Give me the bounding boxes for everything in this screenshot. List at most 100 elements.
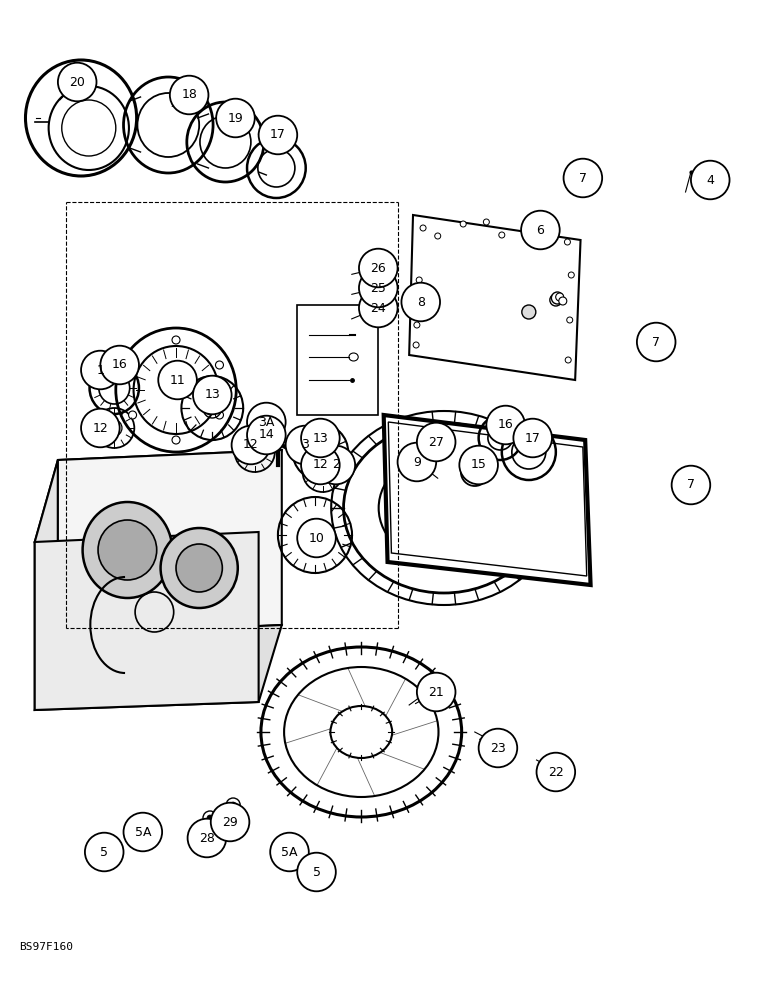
Circle shape [513, 419, 552, 457]
Circle shape [483, 219, 489, 225]
Text: 14: 14 [259, 428, 274, 442]
Text: 28: 28 [199, 832, 215, 844]
Circle shape [533, 229, 540, 235]
Circle shape [459, 446, 498, 484]
Text: 24: 24 [371, 302, 386, 314]
Polygon shape [35, 460, 58, 710]
Circle shape [359, 249, 398, 287]
Text: 12: 12 [313, 458, 328, 472]
Ellipse shape [98, 520, 157, 580]
Ellipse shape [176, 544, 222, 592]
Circle shape [232, 426, 270, 464]
Text: 13: 13 [313, 432, 328, 444]
Text: 26: 26 [371, 261, 386, 274]
Text: 21: 21 [428, 686, 444, 698]
Text: 5A: 5A [281, 846, 298, 858]
Circle shape [317, 446, 355, 484]
Circle shape [565, 357, 571, 363]
Text: 10: 10 [309, 532, 324, 544]
Circle shape [286, 426, 324, 464]
Circle shape [564, 159, 602, 197]
Circle shape [417, 673, 455, 711]
Circle shape [568, 272, 574, 278]
Circle shape [691, 161, 730, 199]
Polygon shape [58, 450, 282, 635]
Text: BS97F160: BS97F160 [19, 942, 73, 952]
Text: 6: 6 [537, 224, 544, 236]
Text: 17: 17 [525, 432, 540, 444]
Circle shape [564, 239, 571, 245]
Circle shape [81, 409, 120, 447]
Text: 12: 12 [93, 422, 108, 434]
Bar [297, 305, 378, 415]
Text: 5: 5 [100, 846, 108, 858]
Ellipse shape [83, 502, 172, 598]
Circle shape [230, 802, 236, 808]
Text: 7: 7 [652, 336, 660, 349]
Circle shape [559, 297, 567, 305]
Text: 16: 16 [498, 418, 513, 432]
Text: 7: 7 [579, 172, 587, 184]
Circle shape [124, 813, 162, 851]
Circle shape [401, 283, 440, 321]
Circle shape [637, 323, 676, 361]
Circle shape [259, 116, 297, 154]
Circle shape [129, 411, 137, 419]
Polygon shape [409, 215, 581, 380]
Circle shape [270, 833, 309, 871]
Circle shape [672, 466, 710, 504]
Circle shape [170, 76, 208, 114]
Circle shape [359, 289, 398, 327]
Polygon shape [35, 532, 259, 710]
Text: 4: 4 [706, 174, 714, 186]
Polygon shape [35, 625, 282, 710]
Polygon shape [384, 415, 591, 585]
Circle shape [567, 317, 573, 323]
Circle shape [211, 803, 249, 841]
Text: 5: 5 [313, 865, 320, 879]
Text: 3: 3 [301, 438, 309, 452]
Text: 8: 8 [417, 296, 425, 308]
Circle shape [522, 305, 536, 319]
Text: 16: 16 [112, 359, 127, 371]
Text: 5A: 5A [134, 826, 151, 838]
Circle shape [81, 351, 120, 389]
Text: 23: 23 [490, 742, 506, 754]
Circle shape [85, 833, 124, 871]
Circle shape [215, 411, 223, 419]
Text: 18: 18 [181, 89, 197, 102]
Circle shape [312, 865, 321, 875]
Circle shape [416, 277, 422, 283]
Circle shape [172, 436, 180, 444]
Circle shape [129, 361, 137, 369]
Text: 11: 11 [170, 373, 185, 386]
Text: 1: 1 [96, 363, 104, 376]
Circle shape [301, 419, 340, 457]
Text: 17: 17 [270, 128, 286, 141]
Circle shape [413, 342, 419, 348]
Circle shape [158, 361, 197, 399]
Circle shape [297, 853, 336, 891]
Circle shape [139, 824, 151, 836]
Circle shape [207, 815, 213, 821]
Circle shape [359, 269, 398, 307]
Polygon shape [35, 450, 282, 542]
Polygon shape [388, 422, 587, 576]
Text: 9: 9 [413, 456, 421, 468]
Circle shape [188, 819, 226, 857]
Circle shape [297, 519, 336, 557]
Circle shape [247, 403, 286, 441]
Text: 15: 15 [471, 458, 486, 472]
Circle shape [58, 63, 96, 101]
Circle shape [479, 729, 517, 767]
Text: 27: 27 [428, 436, 444, 448]
Circle shape [521, 211, 560, 249]
Ellipse shape [161, 528, 238, 608]
Circle shape [301, 446, 340, 484]
Circle shape [420, 225, 426, 231]
Text: 7: 7 [687, 479, 695, 491]
Circle shape [285, 847, 294, 857]
Text: 19: 19 [228, 111, 243, 124]
Circle shape [499, 232, 505, 238]
Circle shape [193, 376, 232, 414]
